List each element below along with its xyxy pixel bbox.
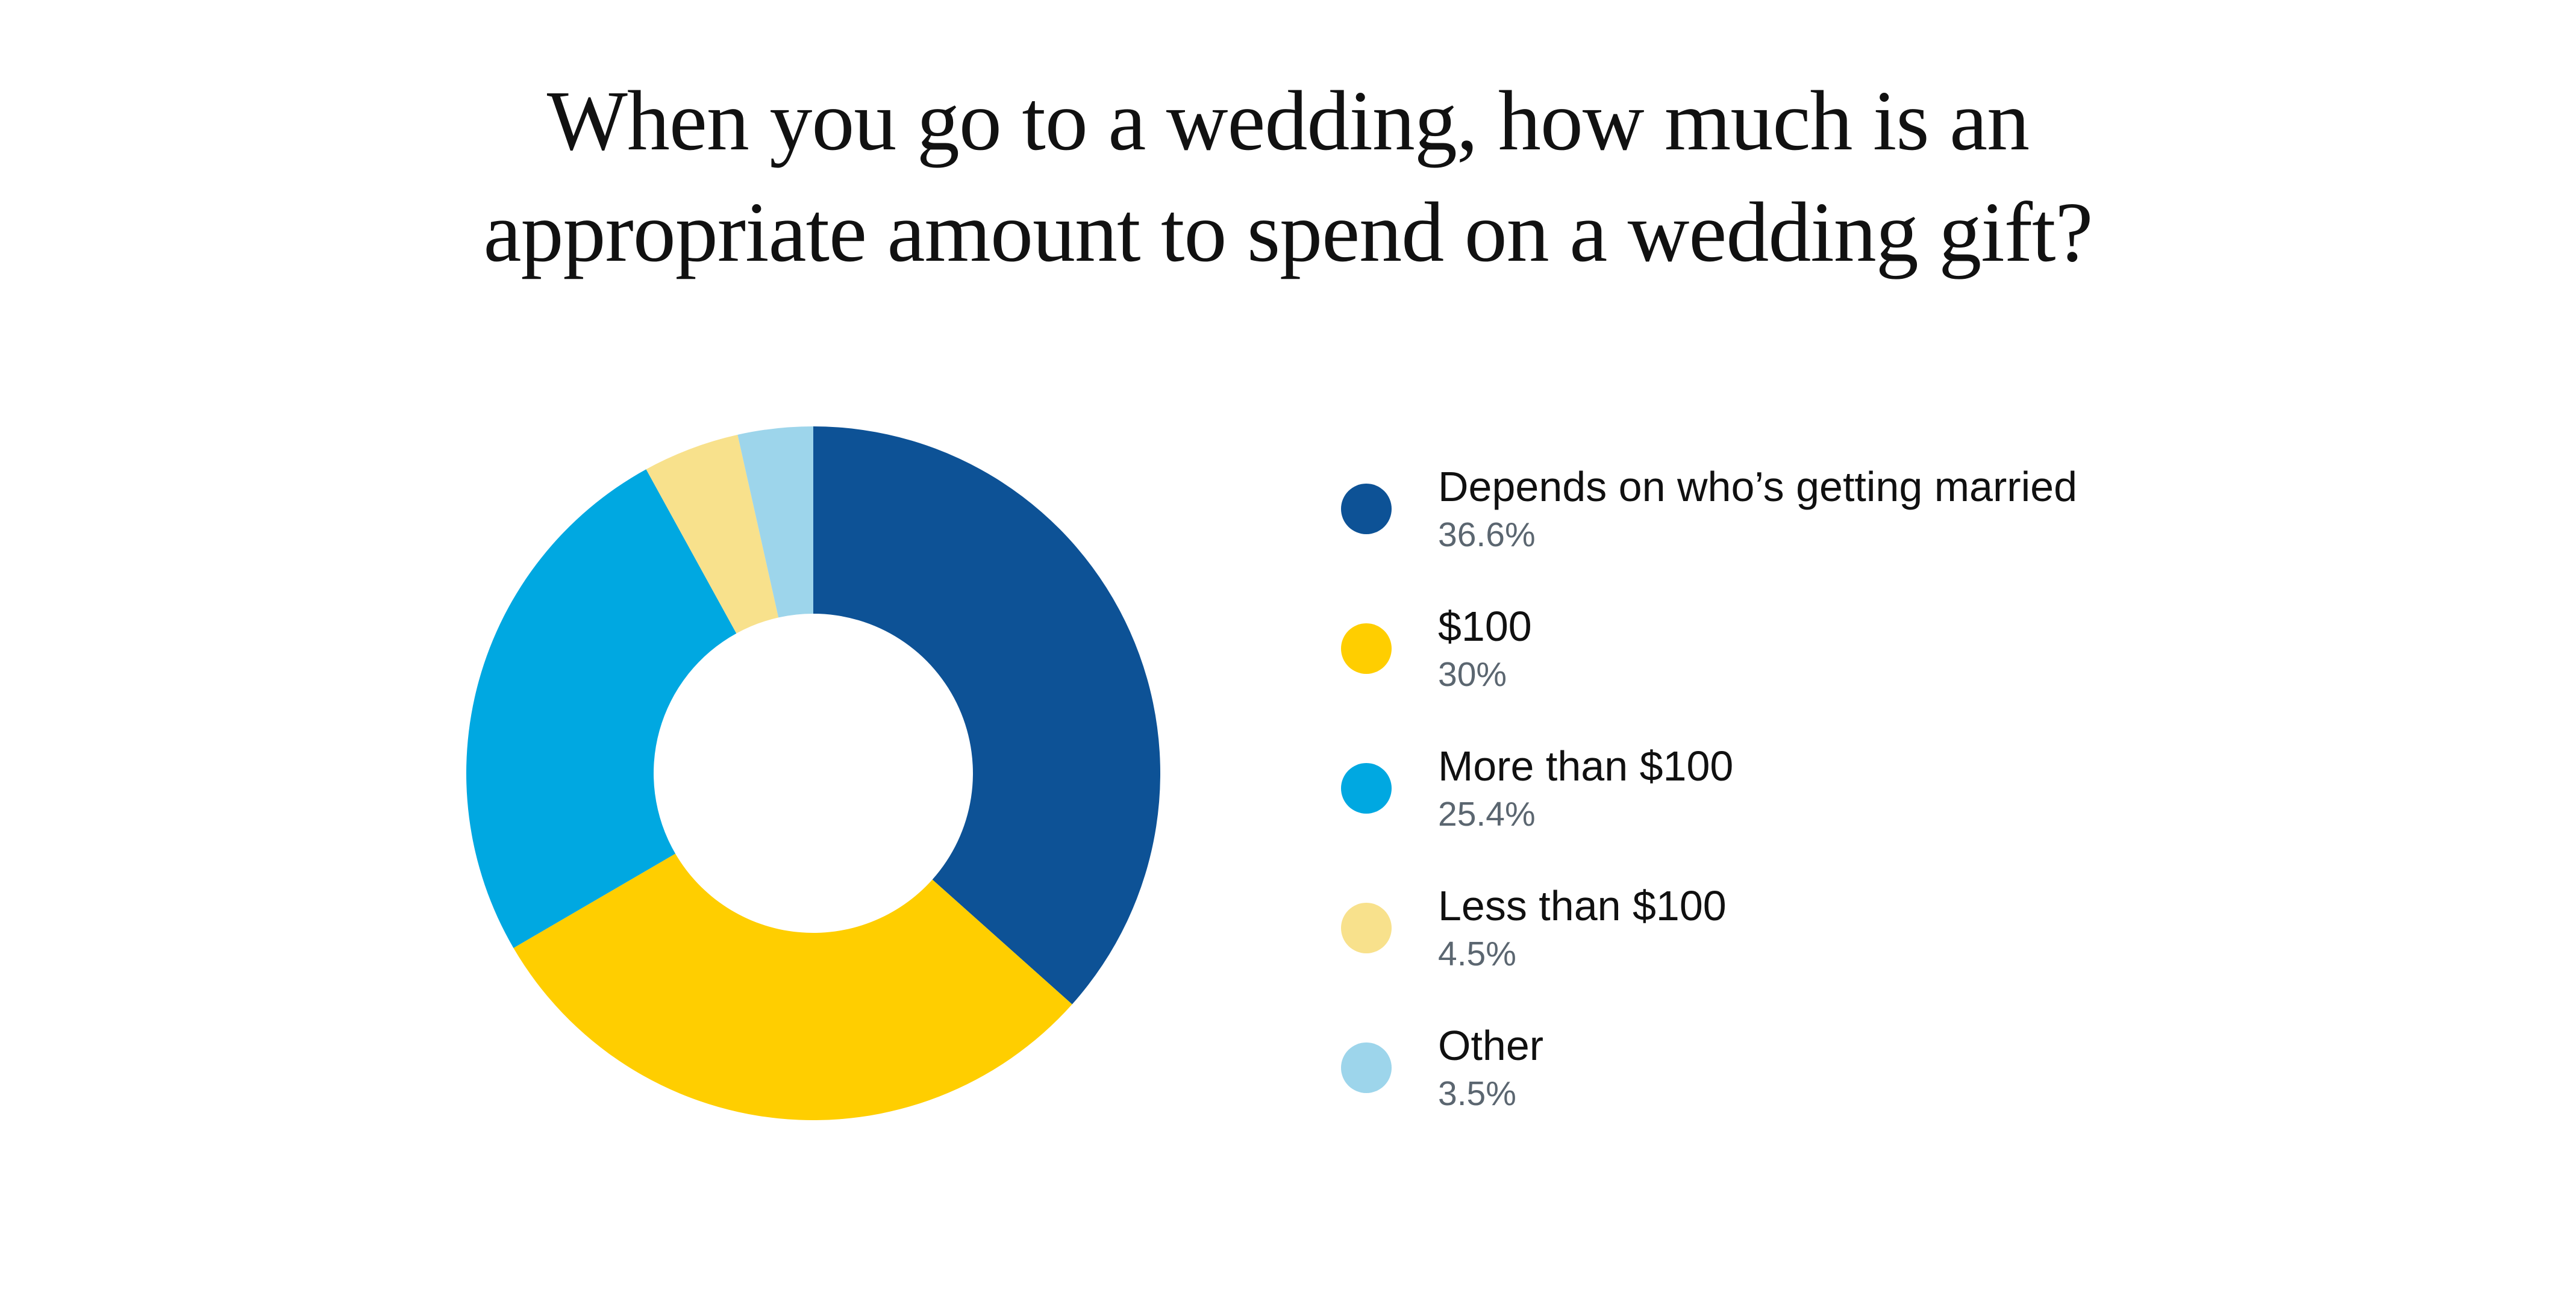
donut-chart bbox=[466, 426, 1160, 1120]
donut-slice-4 bbox=[737, 426, 813, 618]
donut-chart-container bbox=[464, 424, 1163, 1123]
legend-percent: 30% bbox=[1438, 655, 1507, 694]
legend-item: Less than $100 4.5% bbox=[1341, 882, 2077, 974]
legend-label: Other bbox=[1438, 1021, 1544, 1069]
donut-slice-3 bbox=[646, 434, 779, 634]
legend-label: Less than $100 bbox=[1438, 882, 1727, 929]
legend-swatch-circle bbox=[1341, 763, 1392, 814]
legend-label: More than $100 bbox=[1438, 742, 1734, 790]
legend-percent: 4.5% bbox=[1438, 935, 1516, 974]
donut-slice-0 bbox=[813, 426, 1160, 1005]
legend-percent: 3.5% bbox=[1438, 1074, 1516, 1114]
legend-item: $100 30% bbox=[1341, 602, 2077, 695]
chart-title: When you go to a wedding, how much is an… bbox=[0, 65, 2576, 287]
legend-swatch-circle bbox=[1341, 484, 1392, 534]
legend-percent: 36.6% bbox=[1438, 516, 1536, 555]
chart-legend: Depends on who’s getting married 36.6% $… bbox=[1341, 463, 2077, 1114]
legend-item: More than $100 25.4% bbox=[1341, 742, 2077, 835]
legend-item: Depends on who’s getting married 36.6% bbox=[1341, 463, 2077, 555]
legend-percent: 25.4% bbox=[1438, 795, 1536, 834]
legend-label: $100 bbox=[1438, 602, 1532, 650]
legend-label: Depends on who’s getting married bbox=[1438, 463, 2078, 510]
donut-slice-2 bbox=[466, 469, 737, 949]
legend-item: Other 3.5% bbox=[1341, 1021, 2077, 1114]
donut-slice-1 bbox=[513, 853, 1072, 1120]
legend-swatch-circle bbox=[1341, 1042, 1392, 1093]
legend-swatch-circle bbox=[1341, 623, 1392, 674]
chart-title-line-1: When you go to a wedding, how much is an bbox=[546, 73, 2030, 168]
legend-swatch-circle bbox=[1341, 903, 1392, 953]
chart-title-line-2: appropriate amount to spend on a wedding… bbox=[483, 184, 2093, 279]
